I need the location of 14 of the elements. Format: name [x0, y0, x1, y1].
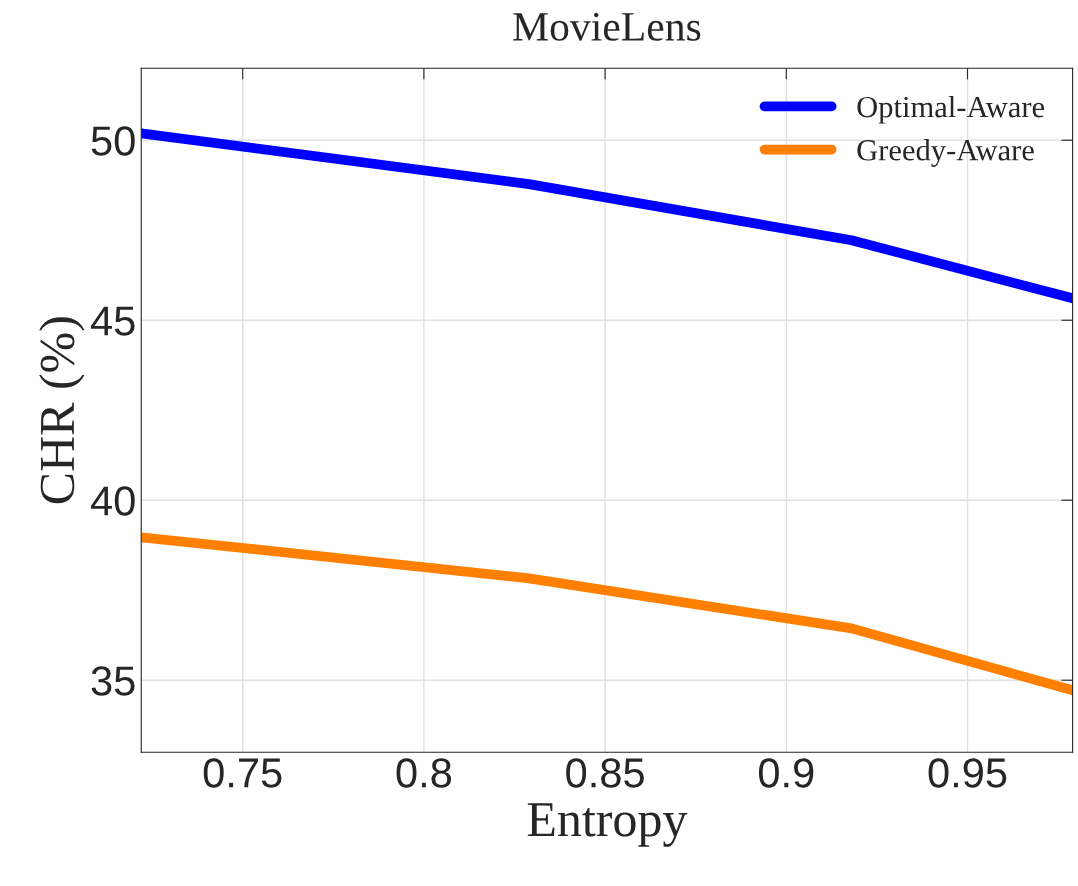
x-axis-title: Entropy — [527, 803, 688, 847]
y-tick-label: 45 — [90, 306, 135, 336]
y-tick-label: 40 — [90, 486, 135, 516]
x-tick-label: 0.8 — [396, 758, 452, 788]
x-tick-label: 0.85 — [566, 758, 644, 788]
x-tick-label: 0.9 — [758, 758, 814, 788]
x-tick-label: 0.75 — [203, 758, 282, 788]
y-tick-label: 50 — [91, 126, 135, 156]
y-tick-label: 35 — [91, 666, 135, 696]
legend-label: Greedy-Aware — [857, 139, 1034, 167]
chart-title: MovieLens — [513, 12, 701, 41]
y-axis-title: CHR (%) — [39, 317, 85, 504]
x-tick-label: 0.95 — [928, 758, 1007, 788]
legend-label: Optimal-Aware — [857, 95, 1045, 124]
